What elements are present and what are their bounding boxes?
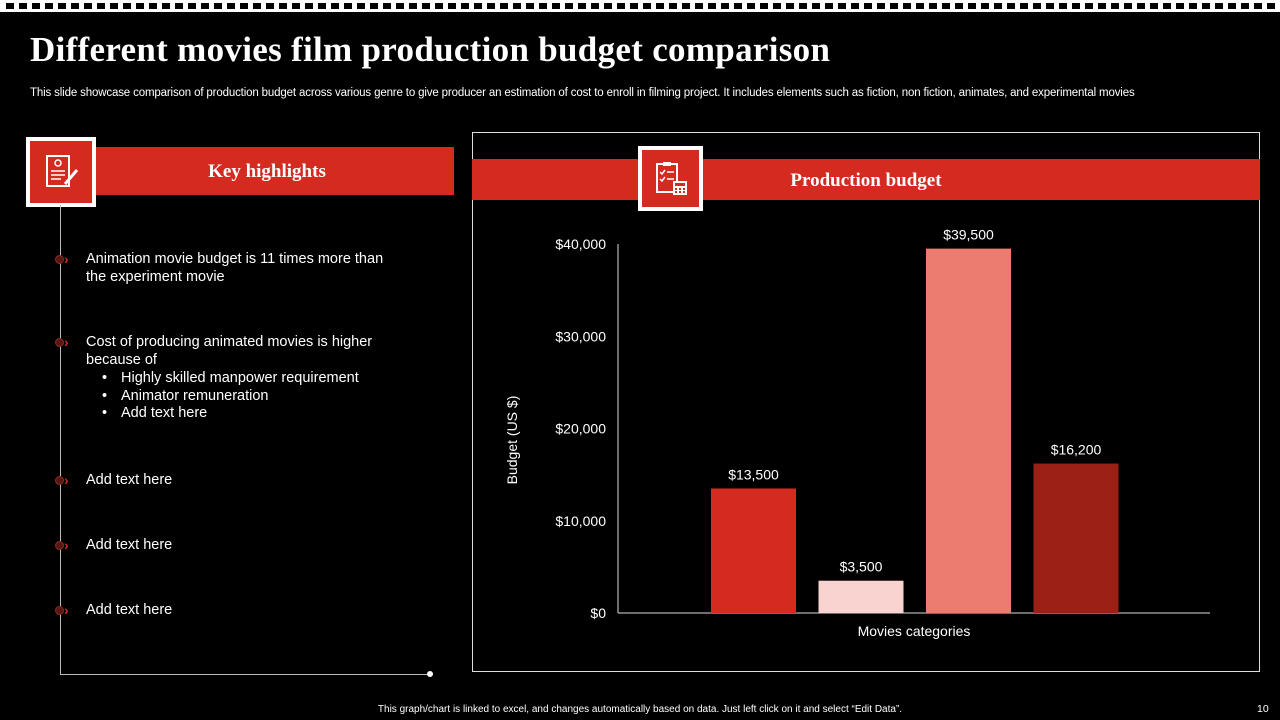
page-title: Different movies film production budget … (30, 30, 831, 69)
highlight-item-1: Animation movie budget is 11 times more … (86, 251, 384, 285)
chart-frame (472, 132, 1260, 672)
bar (926, 248, 1011, 614)
data-label: $13,500 (728, 466, 779, 482)
highlight-item-3: Add text here (86, 472, 173, 488)
bullet-marker: › (55, 251, 77, 267)
y-tick-label: $0 (590, 605, 606, 621)
bar (711, 488, 796, 613)
timeline-end-dot (427, 671, 433, 677)
key-highlights-header: Key highlights (60, 147, 454, 195)
timeline-vertical-line (60, 205, 61, 675)
key-highlights-title: Key highlights (208, 161, 326, 182)
data-label: $16,200 (1051, 442, 1102, 458)
bar (818, 580, 904, 613)
data-label: $39,500 (943, 227, 994, 243)
bullet-marker: › (55, 334, 77, 350)
x-axis-label: Movies categories (858, 623, 971, 639)
highlight-sub-list: Highly skilled manpower requirement Anim… (102, 370, 359, 423)
sub-item: Highly skilled manpower requirement (102, 370, 359, 388)
highlight-item-2: Cost of producing animated movies is hig… (86, 334, 373, 368)
clipboard-calculator-icon (638, 146, 703, 211)
production-budget-title: Production budget (790, 170, 942, 191)
page-subtitle: This slide showcase comparison of produc… (30, 87, 1135, 99)
page-number: 10 (1257, 703, 1269, 715)
highlight-item-4: Add text here (86, 537, 173, 553)
timeline-bottom-line (60, 674, 430, 675)
film-strip-border (0, 0, 1280, 12)
y-axis-label: Budget (US $) (504, 396, 520, 485)
bullet-marker: › (55, 472, 77, 488)
bar (1033, 463, 1119, 613)
sub-item: Animator remuneration (102, 388, 359, 406)
y-tick-label: $20,000 (555, 421, 606, 437)
y-tick-label: $40,000 (555, 236, 606, 252)
data-label: $3,500 (840, 559, 883, 575)
bullet-marker: › (55, 537, 77, 553)
highlight-item-5: Add text here (86, 602, 173, 618)
y-tick-label: $10,000 (555, 513, 606, 529)
footer-note: This graph/chart is linked to excel, and… (377, 704, 903, 715)
checklist-pen-icon (26, 137, 96, 207)
production-budget-chart: $0 $10,000 $20,000 $30,000 $40,000 $13,500 $3,… (504, 227, 1210, 639)
sub-item: Add text here (102, 405, 359, 423)
production-budget-header: Production budget (472, 159, 1260, 200)
y-tick-label: $30,000 (555, 328, 606, 344)
bullet-marker: › (55, 602, 77, 618)
